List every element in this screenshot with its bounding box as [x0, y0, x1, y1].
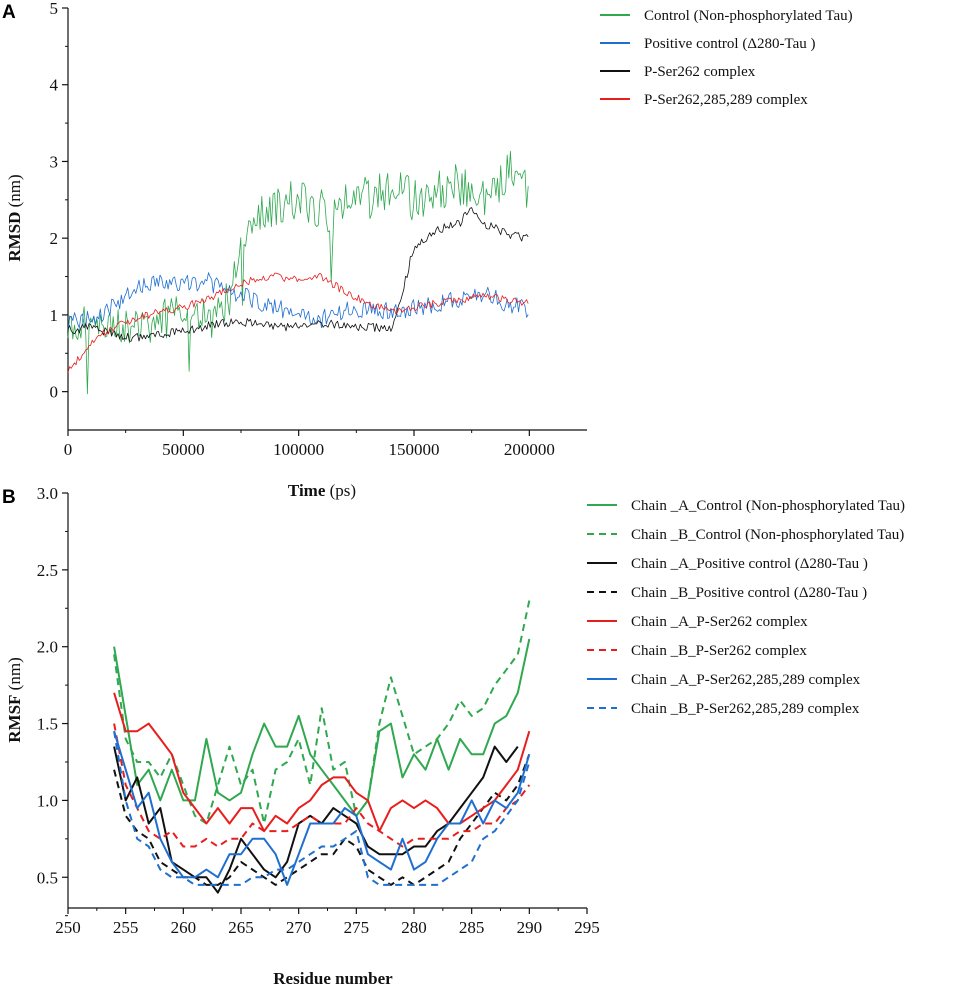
rmsd-chart: 0 50000 100000 150000 200000 0 1 2 3 4 5 Time (ps)… [5, 0, 853, 500]
x-tick-label: 270 [286, 918, 312, 937]
y-tick-label: 2.0 [37, 638, 58, 657]
y-tick-label: 0 [50, 383, 59, 402]
legend-label: P-Ser262,285,289 complex [644, 92, 808, 108]
legend-label: Positive control (Δ280-Tau ) [644, 36, 815, 52]
series-line [113, 730, 531, 886]
x-tick-label: 265 [228, 918, 254, 937]
rmsd-series-group [67, 150, 529, 395]
rmsd-x-axis-title: Time (ps) [288, 481, 356, 500]
series-line [113, 638, 531, 817]
y-tick-label: 1.5 [37, 715, 58, 734]
legend-label: Chain _B_P-Ser262 complex [631, 643, 807, 659]
series-line [67, 272, 529, 373]
x-tick-label: 290 [517, 918, 543, 937]
rmsf-chart: 250 255 260 265 270 275 280 285 290 295 0.5 1.0 1.5 2… [5, 484, 905, 988]
y-tick-label: 1.0 [37, 791, 58, 810]
legend-label: Chain _A_Control (Non-phosphorylated Tau… [631, 498, 905, 514]
series-line [113, 723, 531, 848]
x-tick-label: 150000 [389, 440, 440, 459]
panel-label-b: B [2, 487, 16, 508]
x-tick-label: 50000 [162, 440, 205, 459]
x-tick-label: 285 [459, 918, 485, 937]
legend-label: Chain _A_Positive control (Δ280-Tau ) [631, 556, 868, 572]
series-line [113, 731, 531, 886]
y-tick-label: 3 [50, 152, 59, 171]
series-line [67, 150, 529, 395]
legend-label: Chain _B_Control (Non-phosphorylated Tau… [631, 527, 904, 543]
panel-label-a: A [2, 2, 16, 23]
rmsf-series-group [113, 600, 531, 894]
x-tick-label: 295 [574, 918, 600, 937]
rmsf-legend: Chain _A_Control (Non-phosphorylated Tau… [587, 498, 905, 717]
rmsd-axes: 0 50000 100000 150000 200000 0 1 2 3 4 5 [50, 0, 587, 459]
y-tick-label: 2 [50, 229, 59, 248]
x-tick-label: 0 [64, 440, 73, 459]
y-tick-label: 2.5 [37, 561, 58, 580]
legend-label: Chain _B_Positive control (Δ280-Tau ) [631, 585, 867, 601]
x-tick-label: 100000 [273, 440, 324, 459]
x-tick-label: 255 [113, 918, 139, 937]
series-line [113, 600, 531, 825]
y-tick-label: 3.0 [37, 484, 58, 503]
legend-label: Chain _A_P-Ser262,285,289 complex [631, 672, 861, 688]
rmsf-x-axis-title: Residue number [273, 969, 393, 988]
legend-label: Control (Non-phosphorylated Tau) [644, 8, 853, 24]
x-tick-label: 250 [55, 918, 81, 937]
legend-label: Chain _A_P-Ser262 complex [631, 614, 808, 630]
series-line [67, 207, 529, 342]
y-tick-label: 4 [50, 76, 59, 95]
rmsd-y-axis-title: RMSD (nm) [5, 174, 24, 261]
rmsd-legend: Control (Non-phosphorylated Tau) Positive… [600, 8, 853, 108]
rmsf-y-axis-title: RMSF (nm) [5, 657, 24, 742]
x-tick-label: 275 [344, 918, 370, 937]
x-tick-label: 200000 [504, 440, 555, 459]
y-tick-label: 1 [50, 306, 59, 325]
x-tick-label: 260 [171, 918, 197, 937]
legend-label: P-Ser262 complex [644, 64, 756, 80]
y-tick-label: 5 [50, 0, 59, 18]
y-tick-label: 0.5 [37, 868, 58, 887]
rmsf-axes: 250 255 260 265 270 275 280 285 290 295 0.5 1.0 1.5 2… [37, 484, 600, 937]
x-tick-label: 280 [401, 918, 427, 937]
legend-label: Chain _B_P-Ser262,285,289 complex [631, 701, 860, 717]
